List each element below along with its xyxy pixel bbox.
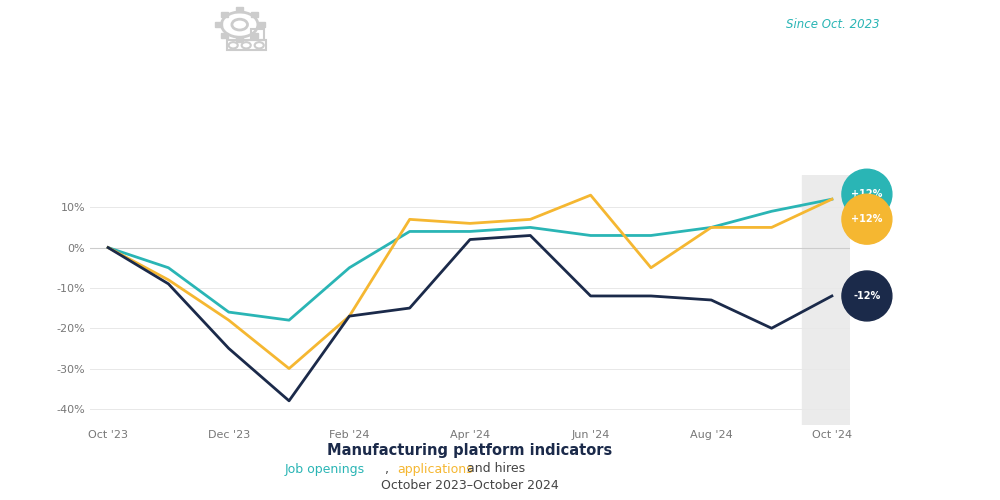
- Text: Job
openings: Job openings: [284, 67, 332, 90]
- Text: ▲: ▲: [246, 66, 264, 90]
- Circle shape: [842, 194, 892, 244]
- Text: ▼: ▼: [676, 66, 694, 90]
- Text: Job
applications: Job applications: [496, 67, 559, 90]
- Text: 12%: 12%: [147, 64, 213, 93]
- Text: Manufacturing platform indicators: Manufacturing platform indicators: [327, 442, 613, 458]
- Text: Since Oct. 2023: Since Oct. 2023: [786, 18, 880, 30]
- Bar: [258, 22, 265, 27]
- Text: -12%: -12%: [853, 291, 881, 301]
- Text: October 2023–October 2024: October 2023–October 2024: [381, 479, 559, 492]
- Bar: [215, 22, 222, 27]
- Text: Hires: Hires: [714, 74, 741, 84]
- Text: +12%: +12%: [851, 189, 883, 199]
- Bar: [251, 32, 258, 38]
- Bar: [227, 40, 266, 50]
- Text: ,: ,: [385, 462, 393, 475]
- Bar: [236, 8, 243, 12]
- Bar: [221, 12, 228, 16]
- Text: and hires: and hires: [463, 462, 525, 475]
- Text: applications: applications: [397, 462, 473, 475]
- Text: -12%: -12%: [571, 64, 649, 93]
- Text: ▲: ▲: [458, 66, 476, 90]
- Circle shape: [842, 169, 892, 219]
- Bar: [251, 29, 264, 40]
- Bar: [802, 175, 862, 425]
- Circle shape: [842, 271, 892, 321]
- Bar: [221, 32, 228, 38]
- Text: +12%: +12%: [851, 214, 883, 224]
- Text: Job openings: Job openings: [285, 462, 365, 475]
- Bar: [236, 37, 243, 42]
- Bar: [251, 12, 258, 16]
- Text: 12%: 12%: [359, 64, 425, 93]
